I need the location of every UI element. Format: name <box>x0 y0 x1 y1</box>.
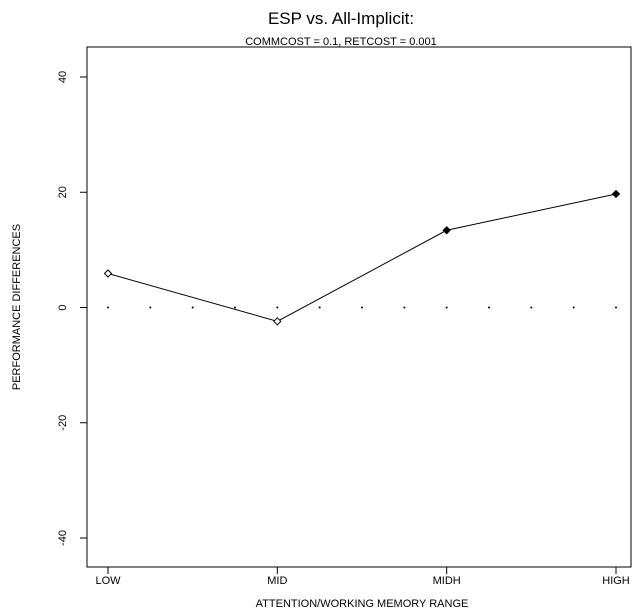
x-axis-label: ATTENTION/WORKING MEMORY RANGE <box>256 598 469 610</box>
reference-dot <box>276 306 279 309</box>
x-axis: LOW MID MIDH HIGH <box>95 566 630 587</box>
x-tick-label: MIDH <box>433 575 461 587</box>
chart-subtitle: COMMCOST = 0.1, RETCOST = 0.001 <box>245 36 437 48</box>
reference-dot <box>445 306 448 309</box>
reference-dot <box>361 306 363 309</box>
plot-frame <box>86 46 632 568</box>
chart-title: ESP vs. All-Implicit: <box>268 9 414 28</box>
reference-dot <box>318 306 321 309</box>
reference-dot <box>615 306 617 309</box>
reference-dot <box>234 306 236 309</box>
x-tick-label: HIGH <box>602 575 630 587</box>
reference-dot <box>488 306 490 309</box>
data-point <box>442 226 451 235</box>
y-axis: -40 -20 0 20 40 <box>57 71 88 546</box>
data-point <box>103 269 113 278</box>
y-tick-label: 20 <box>57 186 69 198</box>
reference-dot <box>530 306 533 309</box>
reference-dot <box>191 306 194 309</box>
data-point <box>273 317 282 326</box>
y-tick-label: 40 <box>57 71 69 83</box>
reference-dot <box>107 306 109 309</box>
data-point <box>611 189 621 199</box>
y-tick-label: -20 <box>57 415 69 431</box>
y-tick-label: -40 <box>57 530 69 546</box>
y-axis-label: PERFORMANCE DIFFERENCES <box>11 224 23 390</box>
reference-dot <box>403 306 406 309</box>
zero-reference-line <box>107 306 617 309</box>
series-line <box>107 193 617 322</box>
reference-dot <box>149 306 152 309</box>
x-tick-label: MID <box>267 575 287 587</box>
y-tick-label: 0 <box>57 304 69 310</box>
x-tick-label: LOW <box>95 575 121 587</box>
reference-dot <box>572 306 575 309</box>
series <box>103 189 621 326</box>
